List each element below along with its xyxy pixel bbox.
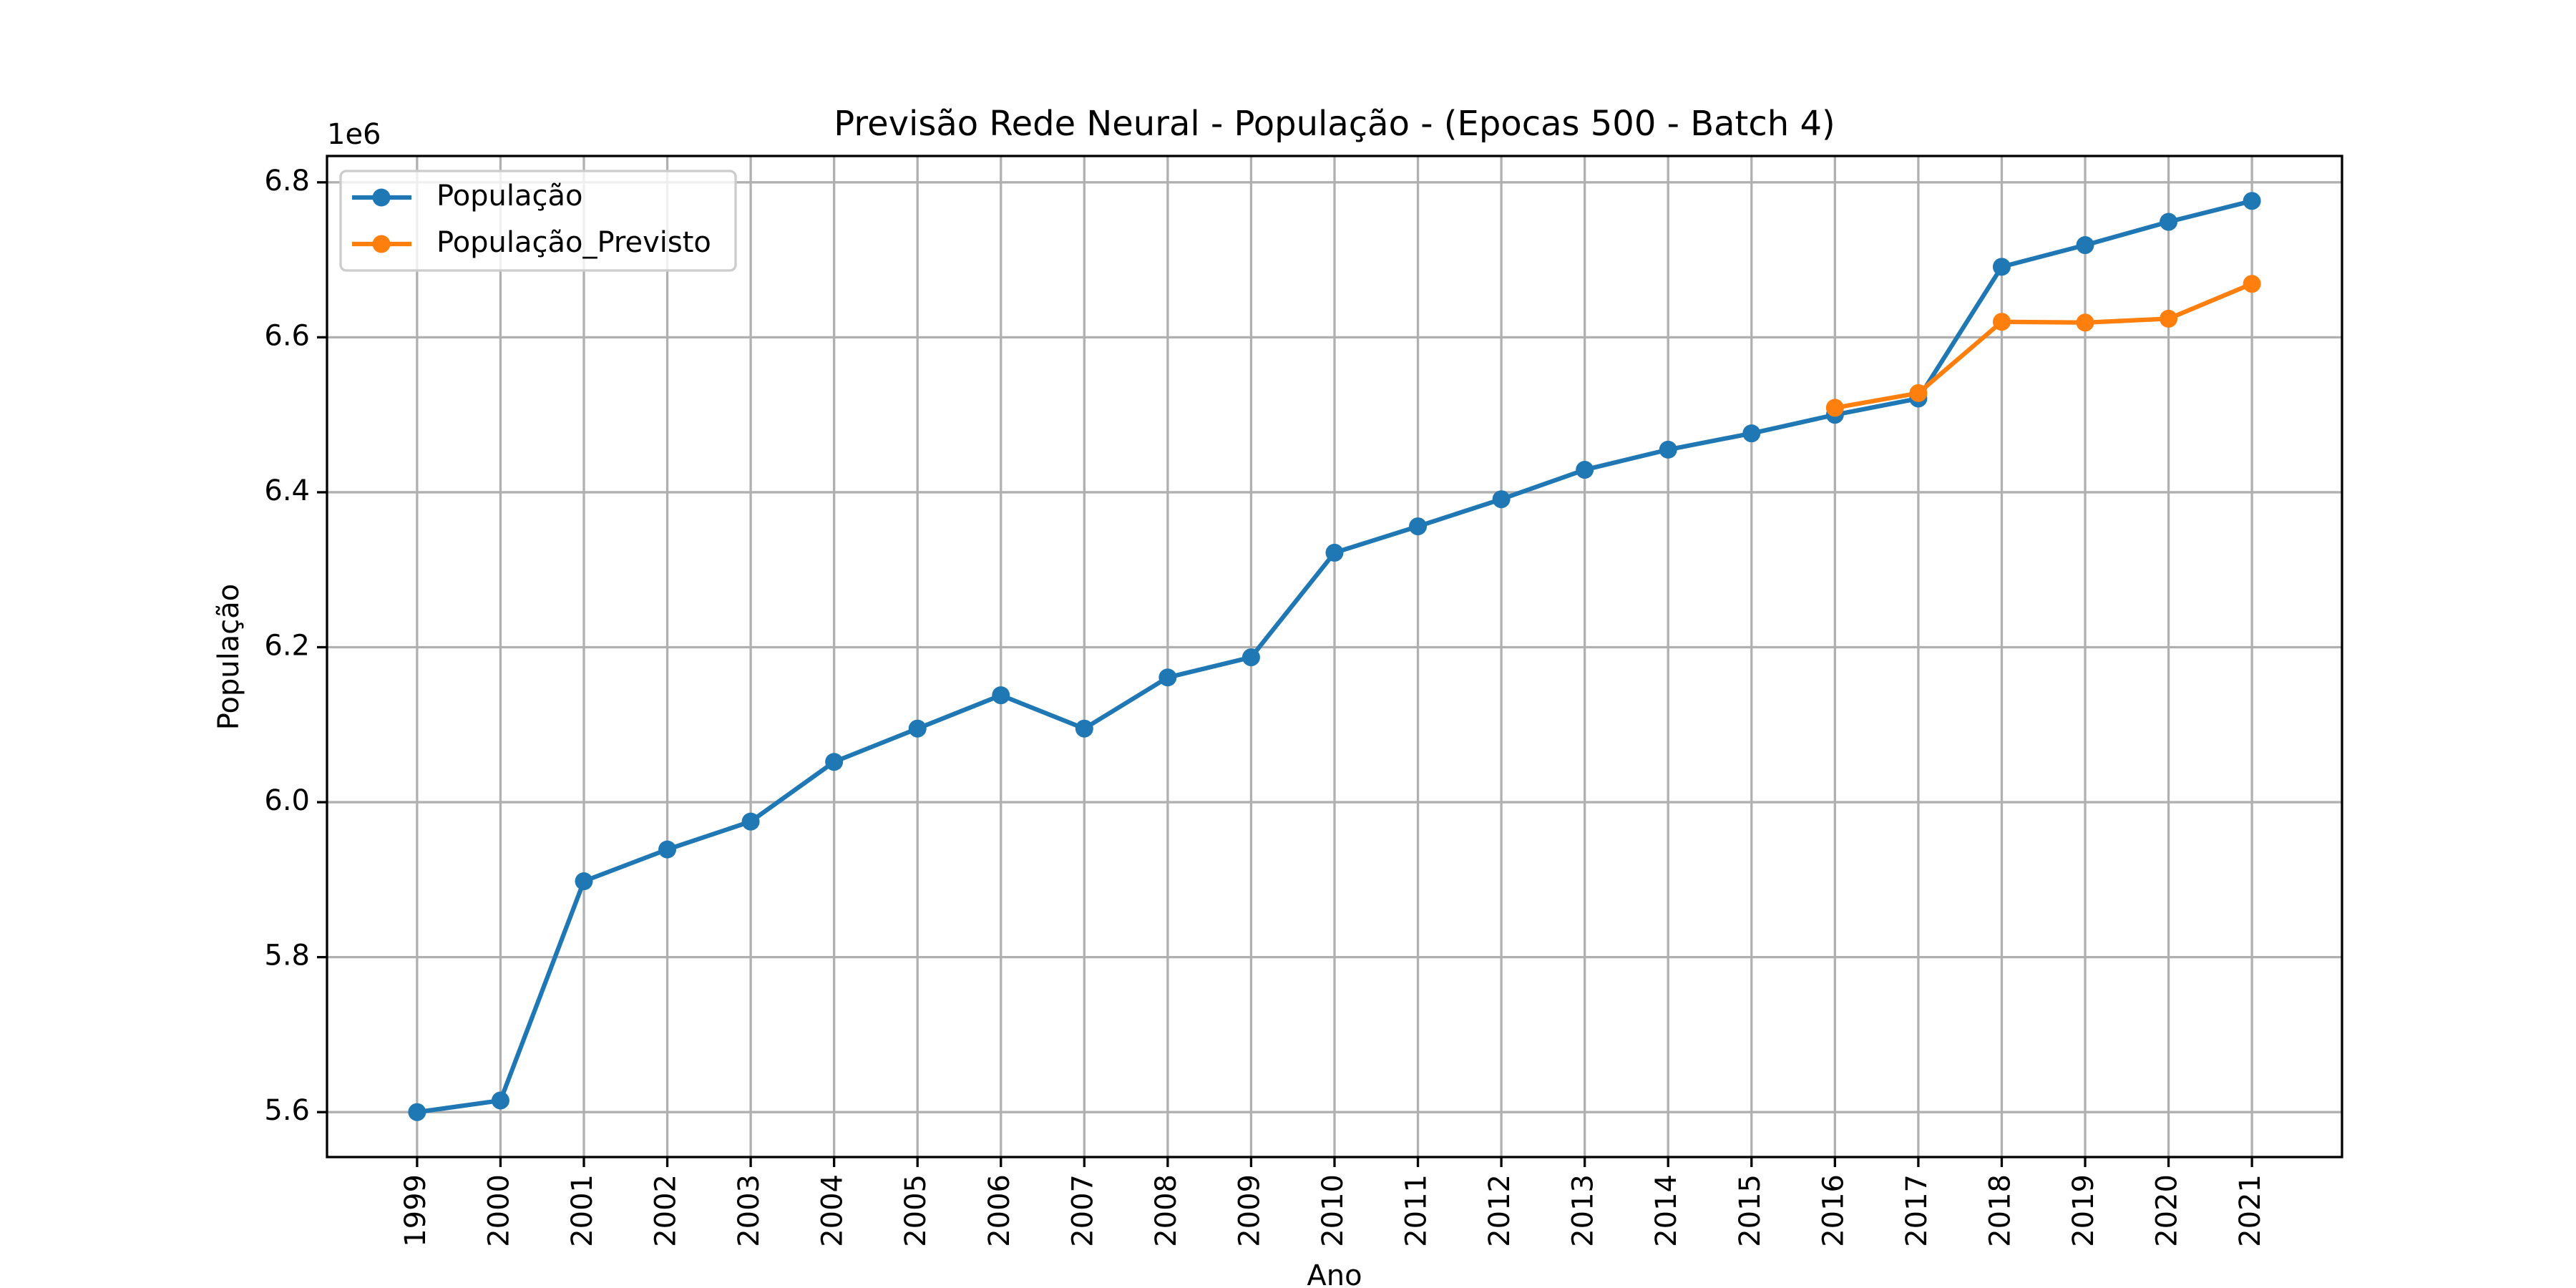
data-point: [2160, 309, 2178, 328]
x-tick-label: 2021: [2234, 1174, 2267, 1247]
y-tick-label: 6.2: [264, 630, 310, 663]
legend: População População_Previsto: [339, 170, 737, 272]
x-tick-label: 2016: [1817, 1174, 1850, 1247]
data-point: [1075, 719, 1093, 738]
x-tick-label: 2011: [1400, 1174, 1433, 1247]
data-point: [408, 1103, 426, 1121]
x-tick-label: 2005: [899, 1174, 932, 1247]
x-tick-label: 2002: [650, 1174, 683, 1247]
series-line: [1834, 281, 2253, 410]
y-offset-label: 1e6: [327, 118, 381, 151]
x-tick-label: 1999: [399, 1174, 432, 1247]
x-tick-label: 2012: [1483, 1174, 1516, 1247]
x-tick-label: 2015: [1734, 1174, 1767, 1247]
data-point: [1909, 384, 1928, 402]
y-tick-label: 6.4: [264, 474, 310, 507]
data-point: [1659, 440, 1677, 459]
data-point: [1742, 424, 1761, 443]
x-tick-label: 2013: [1567, 1174, 1600, 1247]
data-point: [908, 719, 927, 738]
legend-marker: [372, 188, 391, 207]
y-tick-label: 6.0: [264, 784, 310, 817]
data-point: [2243, 192, 2261, 210]
data-point: [1992, 313, 2011, 331]
x-tick-label: 2001: [566, 1174, 599, 1247]
data-point: [2160, 213, 2178, 231]
data-point: [2076, 236, 2094, 255]
data-point: [1409, 517, 1428, 536]
x-tick-label: 2000: [482, 1174, 515, 1247]
data-point: [1158, 668, 1177, 687]
legend-box: [339, 170, 737, 272]
x-tick-label: 2003: [733, 1174, 766, 1247]
data-point: [1992, 258, 2011, 276]
x-tick-label: 2018: [1984, 1174, 2016, 1247]
data-point: [1825, 399, 1844, 417]
x-tick-label: 2008: [1150, 1174, 1183, 1247]
data-point: [992, 686, 1010, 705]
data-point: [658, 840, 677, 859]
chart-title: Previsão Rede Neural - População - (Epoc…: [834, 104, 1835, 144]
data-point: [741, 812, 760, 831]
data-point: [825, 753, 844, 771]
legend-label: População_Previsto: [436, 226, 711, 259]
x-tick-label: 2004: [816, 1174, 849, 1247]
y-tick-label: 6.8: [264, 165, 310, 197]
x-tick-label: 2019: [2067, 1174, 2100, 1247]
x-tick-label: 2007: [1066, 1174, 1099, 1247]
x-tick-label: 2020: [2151, 1174, 2184, 1247]
data-point: [1492, 490, 1511, 509]
x-tick-label: 2017: [1901, 1174, 1933, 1247]
x-tick-label: 2009: [1233, 1174, 1266, 1247]
data-point: [1325, 543, 1344, 562]
y-tick-label: 5.8: [264, 940, 310, 972]
data-point: [575, 872, 593, 891]
y-tick-label: 5.6: [264, 1094, 310, 1127]
data-point: [2076, 313, 2094, 332]
x-tick-label: 2006: [983, 1174, 1016, 1247]
y-axis-label: População: [213, 584, 245, 731]
legend-marker: [372, 235, 391, 253]
y-tick-label: 6.6: [264, 319, 310, 352]
data-point: [2243, 275, 2261, 293]
data-point: [491, 1091, 509, 1110]
data-point: [1576, 461, 1594, 479]
x-tick-label: 2010: [1317, 1174, 1350, 1247]
plot-frame: [326, 155, 2343, 1158]
x-tick-label: 2014: [1650, 1174, 1683, 1247]
x-axis-label: Ano: [1307, 1259, 1362, 1288]
data-point: [1241, 648, 1260, 667]
legend-label: População: [436, 180, 583, 213]
